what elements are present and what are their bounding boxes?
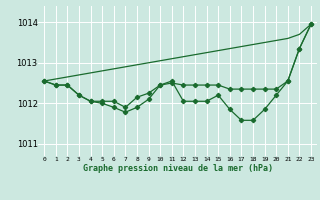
X-axis label: Graphe pression niveau de la mer (hPa): Graphe pression niveau de la mer (hPa) <box>83 164 273 173</box>
